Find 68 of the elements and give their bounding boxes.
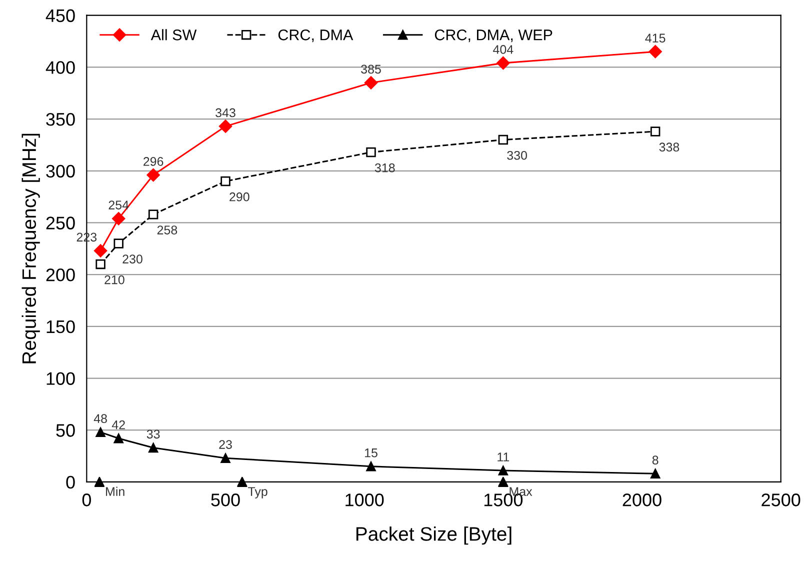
y-tick-label: 100 bbox=[46, 372, 75, 385]
y-tick-label: 250 bbox=[46, 216, 75, 230]
point bbox=[148, 210, 158, 220]
point bbox=[364, 76, 378, 90]
point bbox=[96, 259, 106, 270]
point bbox=[96, 427, 106, 438]
point bbox=[650, 468, 660, 479]
y-tick-label: 400 bbox=[46, 61, 75, 74]
legend-label: CRC, DMA, WEP bbox=[434, 30, 552, 42]
x-tick-label: 1500 bbox=[484, 494, 523, 506]
data-label: 318 bbox=[374, 163, 395, 172]
data-label: 42 bbox=[112, 420, 125, 430]
point bbox=[237, 476, 248, 488]
point bbox=[496, 56, 510, 70]
y-tick-label: 450 bbox=[46, 9, 75, 22]
y-tick-label: 300 bbox=[46, 164, 75, 178]
point bbox=[114, 434, 124, 444]
data-label: 210 bbox=[104, 275, 124, 284]
point bbox=[498, 466, 508, 476]
data-label: 338 bbox=[659, 142, 680, 152]
data-label: 15 bbox=[365, 448, 378, 458]
x-tick-label: 0 bbox=[82, 494, 91, 506]
y-axis-title: Required Frequency [MHz] bbox=[22, 134, 40, 364]
point bbox=[648, 45, 662, 58]
data-label: 254 bbox=[108, 200, 129, 210]
annotation: Typ bbox=[248, 487, 268, 498]
annotation: Max bbox=[510, 487, 532, 496]
y-tick-label: 200 bbox=[46, 268, 75, 282]
point bbox=[94, 476, 105, 488]
data-label: 258 bbox=[157, 226, 178, 234]
point bbox=[114, 238, 124, 248]
point bbox=[146, 168, 160, 182]
data-label: 415 bbox=[645, 34, 666, 43]
data-label: 23 bbox=[219, 440, 232, 449]
legend-label: All SW bbox=[150, 29, 197, 40]
data-label: 404 bbox=[493, 45, 514, 54]
x-axis-title: Packet Size [Byte] bbox=[356, 526, 512, 545]
data-label: 230 bbox=[122, 254, 142, 264]
y-tick-label: 350 bbox=[46, 112, 75, 126]
data-label: 385 bbox=[361, 64, 381, 74]
point bbox=[366, 147, 376, 158]
x-tick-label: 2500 bbox=[762, 494, 800, 506]
data-label: 8 bbox=[652, 456, 658, 465]
data-label: 330 bbox=[507, 150, 527, 160]
point bbox=[498, 134, 508, 145]
point bbox=[112, 212, 126, 226]
data-label: 48 bbox=[94, 414, 107, 424]
data-label: 343 bbox=[216, 108, 236, 118]
annotation: Min bbox=[106, 486, 124, 496]
data-label: 290 bbox=[230, 192, 250, 202]
point bbox=[366, 462, 376, 472]
point bbox=[218, 120, 232, 133]
point bbox=[220, 176, 230, 186]
point bbox=[148, 442, 158, 453]
point bbox=[498, 476, 508, 488]
point bbox=[220, 453, 230, 463]
data-label: 33 bbox=[146, 430, 160, 439]
x-tick-label: 500 bbox=[211, 494, 240, 506]
x-tick-label: 1000 bbox=[346, 494, 384, 506]
data-label: 11 bbox=[498, 452, 510, 462]
point bbox=[650, 126, 660, 136]
point bbox=[94, 244, 108, 258]
y-tick-label: 50 bbox=[56, 424, 75, 437]
data-label: 296 bbox=[144, 157, 164, 166]
legend-label: CRC, DMA bbox=[278, 30, 354, 42]
y-tick-label: 150 bbox=[46, 320, 75, 334]
y-tick-label: 0 bbox=[66, 476, 75, 489]
x-tick-label: 2000 bbox=[622, 494, 662, 506]
